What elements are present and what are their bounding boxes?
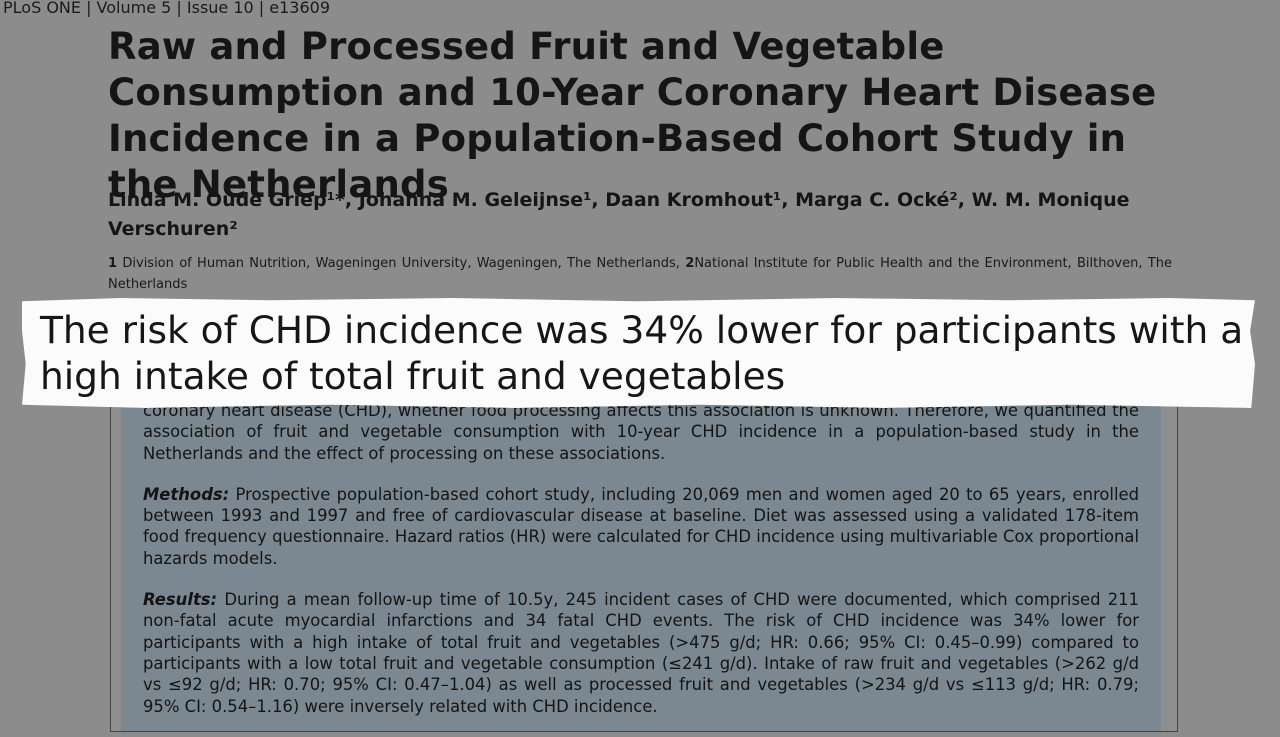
affiliations: 1 Division of Human Nutrition, Wageninge… — [108, 253, 1172, 295]
article-title: Raw and Processed Fruit and Vegetable Co… — [108, 25, 1157, 206]
caption-text: The risk of CHD incidence was 34% lower … — [40, 308, 1244, 398]
authors: Linda M. Oude Griep¹*, Johanna M. Geleij… — [108, 189, 1130, 240]
section-label: Results: — [143, 590, 218, 610]
section-text: During a mean follow-up time of 10.5y, 2… — [143, 590, 1139, 716]
abstract-methods: Methods: Prospective population-based co… — [143, 484, 1139, 569]
citation: PLoS ONE | Volume 5 | Issue 10 | e13609 — [3, 0, 331, 17]
affiliation-number: 2 — [685, 256, 695, 271]
abstract-background: coronary heart disease (CHD), whether fo… — [143, 401, 1139, 463]
abstract: coronary heart disease (CHD), whether fo… — [143, 400, 1139, 737]
caption-strip: The risk of CHD incidence was 34% lower … — [22, 298, 1255, 408]
affiliation-text: Division of Human Nutrition, Wageningen … — [122, 256, 680, 271]
abstract-panel: coronary heart disease (CHD), whether fo… — [121, 391, 1161, 731]
abstract-results: Results: During a mean follow-up time of… — [143, 589, 1139, 717]
page: PLoS ONE | Volume 5 | Issue 10 | e13609 … — [3, 0, 1255, 732]
affiliation-text: National Institute for Public Health and… — [108, 256, 1172, 292]
section-text: Prospective population-based cohort stud… — [143, 484, 1140, 568]
abstract-box: coronary heart disease (CHD), whether fo… — [110, 390, 1178, 732]
section-label: Methods: — [143, 484, 230, 504]
affiliation-number: 1 — [108, 256, 118, 271]
